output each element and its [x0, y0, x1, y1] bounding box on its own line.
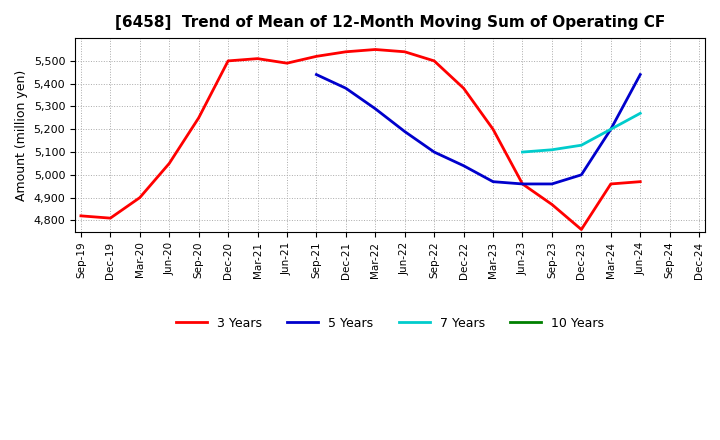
3 Years	[371, 47, 379, 52]
3 Years	[341, 49, 350, 55]
7 Years	[548, 147, 557, 152]
3 Years	[548, 202, 557, 207]
3 Years	[459, 86, 468, 91]
3 Years	[312, 54, 320, 59]
3 Years	[165, 161, 174, 166]
7 Years	[606, 127, 615, 132]
Line: 7 Years: 7 Years	[523, 114, 640, 152]
3 Years	[194, 115, 203, 121]
3 Years	[76, 213, 85, 219]
7 Years	[518, 150, 527, 155]
5 Years	[312, 72, 320, 77]
3 Years	[636, 179, 644, 184]
5 Years	[400, 129, 409, 134]
5 Years	[518, 181, 527, 187]
3 Years	[253, 56, 262, 61]
5 Years	[371, 106, 379, 111]
7 Years	[636, 111, 644, 116]
3 Years	[606, 181, 615, 187]
7 Years	[577, 143, 585, 148]
3 Years	[400, 49, 409, 55]
5 Years	[548, 181, 557, 187]
3 Years	[518, 181, 527, 187]
5 Years	[489, 179, 498, 184]
Title: [6458]  Trend of Mean of 12-Month Moving Sum of Operating CF: [6458] Trend of Mean of 12-Month Moving …	[115, 15, 665, 30]
5 Years	[459, 163, 468, 169]
Line: 3 Years: 3 Years	[81, 50, 640, 230]
3 Years	[489, 127, 498, 132]
Y-axis label: Amount (million yen): Amount (million yen)	[15, 70, 28, 201]
5 Years	[430, 150, 438, 155]
5 Years	[606, 127, 615, 132]
Legend: 3 Years, 5 Years, 7 Years, 10 Years: 3 Years, 5 Years, 7 Years, 10 Years	[171, 312, 609, 335]
3 Years	[430, 58, 438, 63]
3 Years	[577, 227, 585, 232]
5 Years	[636, 72, 644, 77]
3 Years	[106, 216, 114, 221]
5 Years	[341, 86, 350, 91]
3 Years	[224, 58, 233, 63]
3 Years	[283, 61, 292, 66]
Line: 5 Years: 5 Years	[316, 74, 640, 184]
3 Years	[135, 195, 144, 200]
5 Years	[577, 172, 585, 177]
